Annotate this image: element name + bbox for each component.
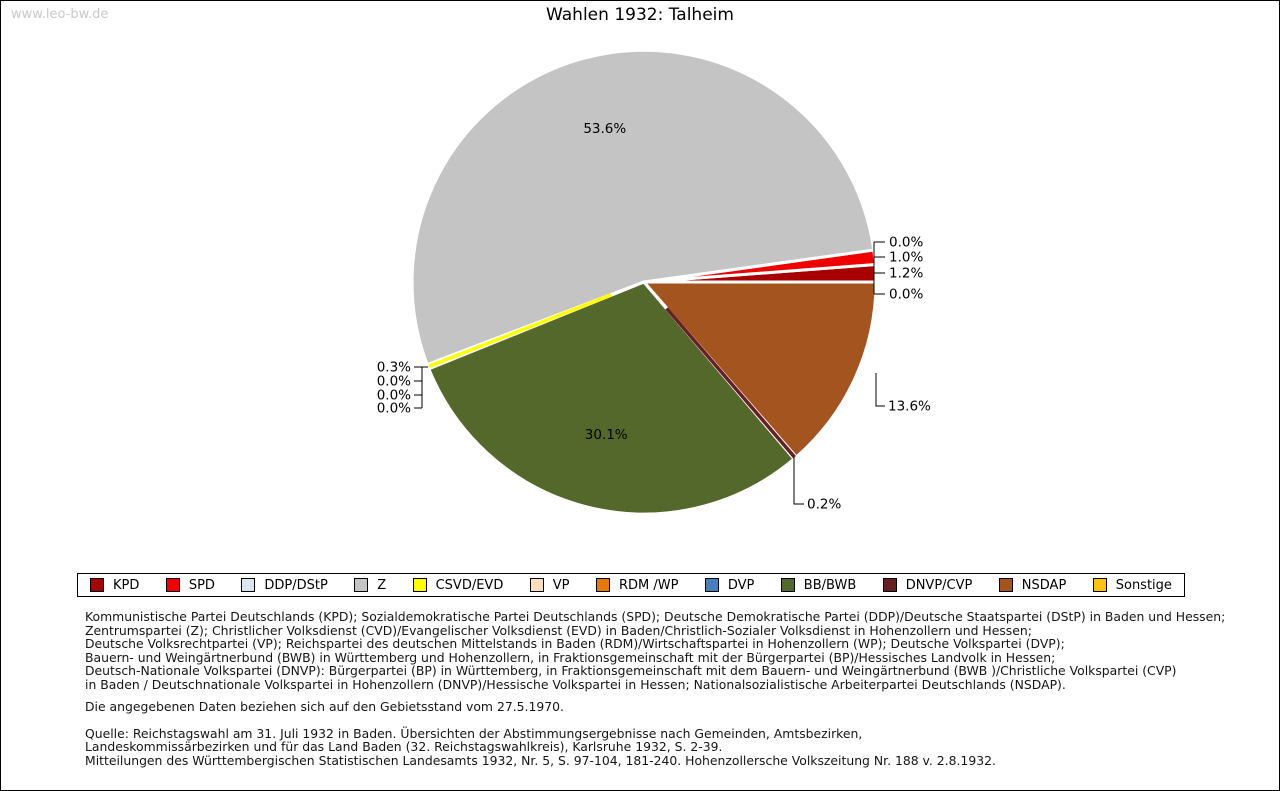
legend-item-vp: VP: [529, 577, 570, 593]
legend-swatch-z: [354, 578, 369, 592]
legend-swatch-kpd: [90, 578, 104, 592]
slice-value-label-sonstige: 0.0%: [889, 287, 923, 303]
legend-item-nsdap: NSDAP: [998, 577, 1067, 593]
pie-chart: 53.6%30.1%0.0%1.0%1.2%0.0%0.3%0.0%0.0%0.…: [377, 48, 931, 516]
legend-label: CSVD/EVD: [435, 577, 504, 593]
legend-label: RDM /WP: [618, 577, 679, 593]
slice-value-label-vp: 0.0%: [377, 374, 411, 390]
explanation-line: Deutsche Volksrechtpartei (VP); Reichspa…: [85, 636, 1065, 651]
watermark: www.leo-bw.de: [11, 7, 109, 22]
source-note: Quelle: Reichstagswahl am 31. Juli 1932 …: [85, 725, 1205, 768]
pie-slice-bb-bwb: [427, 280, 796, 516]
explanation-line: Kommunistische Partei Deutschlands (KPD)…: [85, 609, 1226, 624]
legend-swatch-nsdap: [998, 578, 1013, 592]
legend-label: SPD: [188, 577, 215, 593]
pie-slice-sliver-csvd-evd: [428, 293, 613, 368]
legend-swatch-sonstige: [1092, 578, 1107, 592]
slice-value-label-bb-bwb: 30.1%: [585, 427, 628, 443]
legend-label: BB/BWB: [803, 577, 857, 593]
explanation-line: Bauern- und Weingärtnerbund (BWB) in Wür…: [85, 649, 1056, 665]
legend-item-sonstige: Sonstige: [1092, 577, 1172, 593]
source-line: Mitteilungen des Württembergischen Stati…: [85, 752, 996, 768]
legend-item-rdm-wp: RDM /WP: [595, 577, 679, 593]
legend-label: Sonstige: [1115, 577, 1172, 593]
legend-item-ddp-dstp: DDP/DStP: [241, 577, 328, 593]
source-line: Quelle: Reichstagswahl am 31. Juli 1932 …: [85, 725, 863, 741]
legend-swatch-bb-bwb: [780, 578, 795, 592]
pie-slice-nsdap: [642, 280, 878, 459]
legend-label: VP: [552, 577, 570, 593]
territorial-note: Die angegebenen Daten beziehen sich auf …: [85, 699, 564, 714]
legend-label: DNVP/CVP: [905, 577, 973, 593]
legend-label: Z: [377, 577, 387, 593]
explanation-line: Zentrumspartei (Z); Christlicher Volksdi…: [85, 622, 1032, 638]
slice-value-label-csvd-evd: 0.3%: [377, 360, 411, 376]
legend-swatch-csvd-evd: [412, 578, 427, 592]
pie-slice-z: [410, 48, 876, 367]
legend-item-dnvp-cvp: DNVP/CVP: [882, 577, 973, 593]
slice-value-label-rdm-wp: 0.0%: [377, 388, 411, 404]
slice-value-label-ddp-dstp: 0.0%: [889, 235, 923, 251]
pie-slice-sliver-dnvp-cvp: [665, 307, 796, 459]
slice-value-label-kpd: 1.2%: [889, 266, 923, 282]
page-title: Wahlen 1932: Talheim: [546, 5, 734, 25]
explanation-line: Deutsch-Nationale Volkspartei (DNVP): Bü…: [85, 663, 1177, 678]
legend-item-kpd: KPD: [90, 578, 139, 593]
legend-item-spd: SPD: [165, 577, 215, 593]
legend-item-dvp: DVP: [704, 577, 755, 593]
slice-value-label-nsdap: 13.6%: [888, 399, 931, 415]
legend-item-z: Z: [354, 578, 386, 593]
legend-label: DDP/DStP: [264, 577, 328, 593]
legend-swatch-ddp-dstp: [241, 578, 256, 592]
leader-line: [793, 457, 804, 505]
legend-label: NSDAP: [1021, 577, 1067, 593]
legend-swatch-dnvp-cvp: [882, 578, 897, 592]
explanation-line: in Baden / Deutschnationale Volkspartei …: [85, 676, 1066, 692]
slice-value-label-spd: 1.0%: [889, 250, 923, 266]
legend-item-csvd-evd: CSVD/EVD: [412, 577, 504, 593]
legend-item-bb-bwb: BB/BWB: [780, 577, 857, 593]
slice-value-label-z: 53.6%: [583, 121, 626, 137]
footnotes: Kommunistische Partei Deutschlands (KPD)…: [85, 609, 1226, 768]
party-explanations: Kommunistische Partei Deutschlands (KPD)…: [85, 609, 1226, 692]
slice-value-label-dvp: 0.0%: [377, 401, 411, 417]
legend-swatch-dvp: [704, 578, 719, 592]
legend-label: KPD: [113, 577, 140, 593]
legend-swatch-rdm-wp: [595, 578, 610, 592]
legend: KPD SPD DDP/DStP Z CSVD/EVD VP RDM /WP DVP BB/BW…: [77, 573, 1185, 597]
leader-line: [875, 373, 885, 407]
source-line: Landeskommissärbezirken und für das Land…: [85, 739, 723, 754]
slice-value-label-dnvp-cvp: 0.2%: [807, 497, 841, 513]
legend-swatch-vp: [529, 578, 544, 592]
legend-swatch-spd: [165, 578, 180, 592]
legend-label: DVP: [727, 577, 755, 593]
